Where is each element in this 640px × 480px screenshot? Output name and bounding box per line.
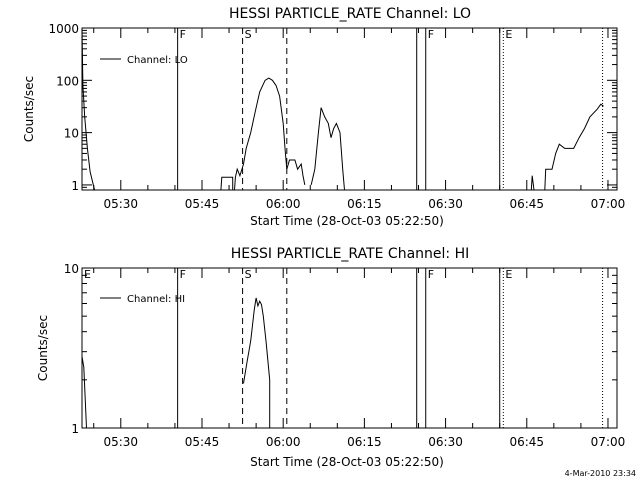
lo-y-tick-label: 1 (71, 179, 79, 193)
hi-rate-series-line (243, 297, 271, 428)
hi-legend-label: Channel: HI (127, 294, 185, 305)
hi-y-tick-label: 1 (71, 422, 79, 436)
lo-event-marker-label: S (245, 28, 252, 41)
lo-y-axis-label: Counts/sec (22, 76, 36, 142)
hi-x-tick-label: 06:30 (428, 435, 463, 449)
lo-x-tick-label: 07:00 (591, 197, 626, 211)
lo-plot-frame (81, 27, 618, 191)
hi-x-tick-label: 05:30 (103, 435, 138, 449)
lo-channel-panel: HESSI PARTICLE_RATE Channel: LO Counts/s… (22, 6, 625, 228)
hi-channel-panel: HESSI PARTICLE_RATE Channel: HI Counts/s… (36, 246, 625, 469)
lo-y-tick-label: 100 (56, 74, 79, 88)
hi-event-marker-label: E (84, 268, 91, 281)
lo-y-tick-label: 10 (64, 127, 79, 141)
lo-chart-title: HESSI PARTICLE_RATE Channel: LO (229, 6, 471, 22)
hi-x-axis-label: Start Time (28-Oct-03 05:22:50) (250, 455, 444, 469)
hi-event-marker-label: F (180, 268, 186, 281)
lo-rate-series-line (544, 103, 604, 191)
hi-x-tick-label: 06:45 (509, 435, 544, 449)
lo-rate-series-line (234, 77, 306, 191)
lo-event-marker-label: F (180, 28, 186, 41)
hi-rate-series-line (81, 356, 87, 429)
lo-x-tick-label: 06:15 (347, 197, 382, 211)
lo-rate-series-line (220, 176, 234, 191)
footer-timestamp: 4-Mar-2010 23:34 (565, 469, 636, 478)
hi-x-tick-label: 06:00 (266, 435, 301, 449)
lo-x-tick-label: 06:00 (266, 197, 301, 211)
lo-x-tick-label: 06:30 (428, 197, 463, 211)
lo-x-tick-label: 05:45 (185, 197, 220, 211)
lo-legend-label: Channel: LO (127, 55, 188, 66)
hi-x-tick-label: 07:00 (591, 435, 626, 449)
lo-y-tick-label: 1000 (48, 22, 79, 36)
lo-rate-series-line (530, 175, 535, 191)
lo-event-marker-label: F (428, 28, 434, 41)
hi-chart-title: HESSI PARTICLE_RATE Channel: HI (231, 246, 469, 262)
hi-x-tick-label: 05:45 (185, 435, 220, 449)
hi-y-axis-label: Counts/sec (36, 315, 50, 381)
lo-event-marker-label: E (505, 28, 512, 41)
hi-event-marker-label: F (428, 268, 434, 281)
lo-x-tick-label: 06:45 (509, 197, 544, 211)
hi-plot-frame (81, 267, 618, 429)
hi-event-marker-label: E (505, 268, 512, 281)
hi-x-tick-label: 06:15 (347, 435, 382, 449)
lo-rate-series-line (81, 27, 96, 191)
hi-y-tick-label: 10 (64, 262, 79, 276)
lo-x-axis-label: Start Time (28-Oct-03 05:22:50) (250, 214, 444, 228)
hi-event-marker-label: S (245, 268, 252, 281)
lo-x-tick-label: 05:30 (103, 197, 138, 211)
lo-rate-series-line (310, 107, 345, 191)
